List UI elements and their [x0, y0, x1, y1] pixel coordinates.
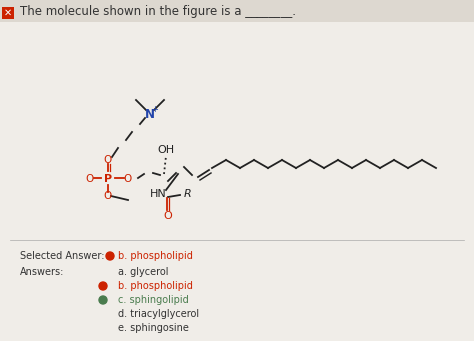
Text: O: O [124, 174, 132, 184]
Text: e. sphingosine: e. sphingosine [118, 323, 189, 333]
Circle shape [106, 252, 114, 260]
Text: O: O [104, 155, 112, 165]
Text: a. glycerol: a. glycerol [118, 267, 168, 277]
Text: Selected Answer:: Selected Answer: [20, 251, 104, 261]
Text: N: N [145, 107, 155, 120]
Text: HN: HN [150, 189, 166, 199]
FancyBboxPatch shape [0, 0, 474, 22]
Text: b. phospholipid: b. phospholipid [118, 251, 193, 261]
Circle shape [99, 296, 107, 304]
Text: d. triacylglycerol: d. triacylglycerol [118, 309, 199, 319]
Text: b. phospholipid: b. phospholipid [118, 281, 193, 291]
Text: The molecule shown in the figure is a ________.: The molecule shown in the figure is a __… [20, 4, 296, 17]
Text: P: P [104, 174, 112, 184]
Text: OH: OH [157, 145, 174, 155]
Text: c. sphingolipid: c. sphingolipid [118, 295, 189, 305]
Text: Answers:: Answers: [20, 267, 64, 277]
Circle shape [99, 282, 107, 290]
Text: O: O [86, 174, 94, 184]
Text: O: O [164, 211, 173, 221]
Text: R: R [184, 189, 192, 199]
Text: O: O [104, 191, 112, 201]
Text: +: + [152, 104, 158, 114]
Text: ✕: ✕ [4, 8, 12, 18]
